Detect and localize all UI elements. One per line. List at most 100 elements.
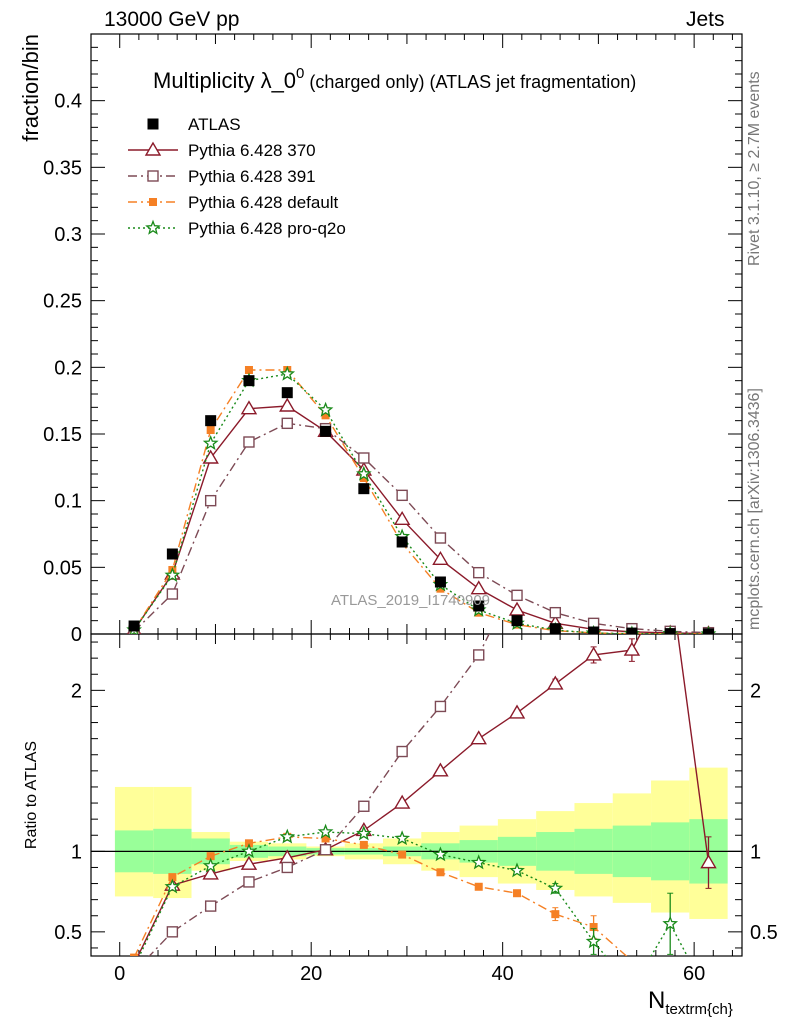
y-tick-label: 0.05: [43, 557, 82, 579]
data-point: [434, 576, 446, 588]
legend-label-0: Pythia 6.428 370: [188, 141, 316, 160]
legend-marker-atlas: [147, 118, 159, 130]
ratio-point: [317, 823, 334, 839]
series-point: [206, 426, 215, 434]
ratio-point: [585, 646, 602, 661]
ratio-point: [128, 961, 140, 973]
ratio-point: [129, 967, 139, 977]
ratio-point: [470, 854, 487, 870]
series-point: [356, 465, 372, 481]
x-tick-label: 40: [492, 963, 514, 985]
series-point: [321, 411, 330, 420]
ratio-point: [704, 992, 712, 1000]
ratio-point: [550, 524, 560, 534]
series-point: [317, 401, 334, 417]
series-point: [359, 474, 368, 482]
y-tick-label: 0.4: [54, 91, 82, 113]
y-axis-label-bottom: Ratio to ATLAS: [23, 741, 40, 849]
data-point: [205, 415, 217, 427]
ratio-point: [547, 880, 564, 896]
series-point: [393, 510, 411, 526]
series-point: [434, 532, 447, 544]
series-point: [432, 550, 449, 566]
ratio-point: [474, 882, 483, 891]
ratio-tick-label: 0.5: [54, 922, 82, 944]
ratio-point: [627, 396, 637, 406]
series-point: [436, 584, 445, 593]
ratio-point: [628, 957, 636, 965]
x-axis-label: Ntextrm{ch}: [648, 987, 733, 1018]
legend-marker-0: [144, 141, 162, 156]
main-plot: [126, 365, 717, 634]
data-point: [281, 387, 293, 399]
series-point: [473, 566, 485, 579]
ratio-point: [589, 923, 598, 932]
ratio-point: [206, 852, 215, 861]
ratio-line-1: [148, 634, 490, 956]
header-energy-label: 13000 GeV pp: [104, 8, 240, 31]
y-tick-label: 0.35: [43, 157, 82, 179]
series-point: [279, 397, 296, 412]
ratio-point: [436, 868, 445, 877]
data-point: [626, 627, 638, 634]
data-point: [511, 615, 523, 627]
ratio-point: [512, 573, 522, 583]
series-point: [396, 489, 408, 502]
ratio-tick-label-right: 0.5: [750, 922, 778, 944]
ratio-tick-label-right: 2: [750, 680, 761, 702]
ratio-point: [166, 926, 179, 938]
y-tick-label: 0.2: [54, 357, 82, 379]
legend-marker-3: [145, 219, 161, 235]
series-point: [279, 365, 296, 381]
data-point: [702, 628, 714, 634]
series-point: [281, 417, 293, 430]
analysis-watermark: ATLAS_2019_I1740909: [331, 592, 490, 609]
axes: [90, 33, 743, 957]
data-point: [549, 623, 561, 634]
series-line-2: [133, 369, 709, 634]
x-axis-label-sub: textrm{ch}: [665, 1001, 733, 1018]
legend-label-1: Pythia 6.428 391: [188, 167, 316, 186]
ratio-point: [202, 865, 219, 880]
series-point: [508, 601, 526, 616]
series-point: [358, 452, 370, 464]
ratio-line-0: [137, 634, 710, 956]
chart-title-main: Multiplicity λ_0: [153, 68, 296, 93]
ratio-line-3: [138, 831, 689, 956]
ratio-point: [358, 800, 370, 812]
ratio-point: [130, 953, 139, 956]
ratio-point: [551, 910, 560, 919]
ratio-point: [473, 649, 485, 661]
data-point: [588, 626, 600, 634]
ratio-point: [359, 840, 368, 849]
ratio-point: [168, 873, 177, 882]
uncertainty-bands: [114, 767, 728, 919]
x-tick-label: 0: [114, 963, 125, 985]
ratio-point: [240, 855, 258, 870]
ratio-point: [513, 889, 522, 898]
series-point: [204, 494, 217, 507]
chart-title: Multiplicity λ_00 (charged only) (ATLAS …: [153, 65, 636, 93]
x-tick-label: 60: [683, 963, 705, 985]
ratio-point: [589, 460, 599, 470]
ratio-point: [319, 844, 332, 856]
ratio-point: [432, 762, 449, 777]
ratio-point: [585, 933, 602, 949]
data-point: [358, 483, 370, 495]
ratio-point: [700, 854, 717, 869]
series-point: [164, 566, 181, 583]
series-point: [549, 606, 562, 619]
ratio-point: [204, 900, 217, 912]
legend-label-2: Pythia 6.428 default: [188, 193, 339, 212]
bottom-frame: [90, 633, 743, 957]
header-jets-label: Jets: [686, 8, 725, 31]
series-point: [166, 588, 179, 600]
y-tick-label: 0: [71, 624, 82, 646]
ratio-point: [665, 331, 675, 341]
ratio-point: [662, 915, 679, 931]
ratio-point: [508, 704, 526, 719]
data-point: [473, 600, 485, 612]
chart-title-sup: 0: [296, 65, 304, 82]
